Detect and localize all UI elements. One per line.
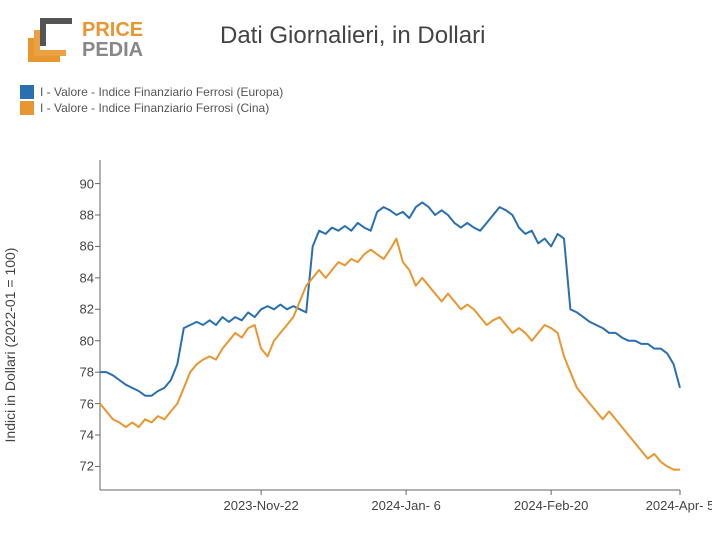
- chart: Indici in Dollari (2022-01 = 100) 727476…: [20, 150, 690, 540]
- svg-text:PRICE: PRICE: [82, 19, 143, 41]
- logo: PRICE PEDIA: [20, 10, 170, 70]
- y-tick-label: 76: [80, 396, 94, 411]
- legend-swatch-icon: [20, 85, 34, 99]
- x-tick-label: 2024-Feb-20: [514, 498, 588, 513]
- y-axis-label: Indici in Dollari (2022-01 = 100): [2, 248, 18, 443]
- x-tick-label: 2024-Apr- 5: [646, 498, 712, 513]
- x-tick-label: 2024-Jan- 6: [371, 498, 440, 513]
- legend-item: I - Valore - Indice Finanziario Ferrosi …: [20, 101, 283, 115]
- x-tick-label: 2023-Nov-22: [224, 498, 299, 513]
- y-tick-label: 74: [80, 428, 94, 443]
- legend-item: I - Valore - Indice Finanziario Ferrosi …: [20, 85, 283, 99]
- y-tick-label: 90: [80, 176, 94, 191]
- legend-label: I - Valore - Indice Finanziario Ferrosi …: [40, 101, 269, 115]
- y-tick-label: 88: [80, 208, 94, 223]
- y-tick-label: 78: [80, 365, 94, 380]
- y-tick-label: 82: [80, 302, 94, 317]
- y-tick-label: 86: [80, 239, 94, 254]
- svg-text:PEDIA: PEDIA: [82, 39, 143, 61]
- y-tick-label: 80: [80, 333, 94, 348]
- y-tick-label: 84: [80, 270, 94, 285]
- legend-label: I - Valore - Indice Finanziario Ferrosi …: [40, 85, 283, 99]
- legend: I - Valore - Indice Finanziario Ferrosi …: [20, 85, 283, 117]
- legend-swatch-icon: [20, 101, 34, 115]
- y-tick-label: 72: [80, 459, 94, 474]
- page-title: Dati Giornalieri, in Dollari: [220, 22, 485, 50]
- plot-area: 727476788082848688902023-Nov-222024-Jan-…: [100, 160, 680, 490]
